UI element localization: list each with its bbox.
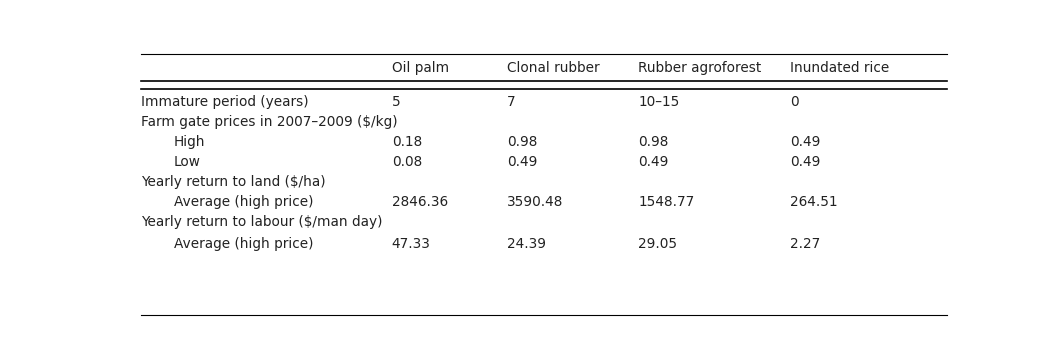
Text: Average (high price): Average (high price) xyxy=(174,237,313,251)
Text: 0.08: 0.08 xyxy=(392,155,422,169)
Text: 5: 5 xyxy=(392,95,400,109)
Text: 29.05: 29.05 xyxy=(639,237,678,251)
Text: Yearly return to land ($/ha): Yearly return to land ($/ha) xyxy=(141,175,326,189)
Text: 7: 7 xyxy=(507,95,516,109)
Text: Average (high price): Average (high price) xyxy=(174,195,313,209)
Text: Oil palm: Oil palm xyxy=(392,60,449,75)
Text: 264.51: 264.51 xyxy=(790,195,838,209)
Text: Inundated rice: Inundated rice xyxy=(790,60,890,75)
Text: 0.49: 0.49 xyxy=(507,155,537,169)
Text: 0.98: 0.98 xyxy=(639,135,668,149)
Text: 47.33: 47.33 xyxy=(392,237,431,251)
Text: 3590.48: 3590.48 xyxy=(507,195,563,209)
Text: 0.49: 0.49 xyxy=(790,155,821,169)
Text: Low: Low xyxy=(174,155,201,169)
Text: 10–15: 10–15 xyxy=(639,95,680,109)
Text: 0.49: 0.49 xyxy=(790,135,821,149)
Text: Clonal rubber: Clonal rubber xyxy=(507,60,599,75)
Text: 0.98: 0.98 xyxy=(507,135,537,149)
Text: Farm gate prices in 2007–2009 ($/kg): Farm gate prices in 2007–2009 ($/kg) xyxy=(141,115,398,129)
Text: 1548.77: 1548.77 xyxy=(639,195,695,209)
Text: 0.18: 0.18 xyxy=(392,135,422,149)
Text: 2846.36: 2846.36 xyxy=(392,195,448,209)
Text: Immature period (years): Immature period (years) xyxy=(141,95,309,109)
Text: Yearly return to labour ($/man day): Yearly return to labour ($/man day) xyxy=(141,215,382,229)
Text: 0: 0 xyxy=(790,95,799,109)
Text: 2.27: 2.27 xyxy=(790,237,821,251)
Text: 0.49: 0.49 xyxy=(639,155,668,169)
Text: High: High xyxy=(174,135,205,149)
Text: 24.39: 24.39 xyxy=(507,237,545,251)
Text: Rubber agroforest: Rubber agroforest xyxy=(639,60,762,75)
